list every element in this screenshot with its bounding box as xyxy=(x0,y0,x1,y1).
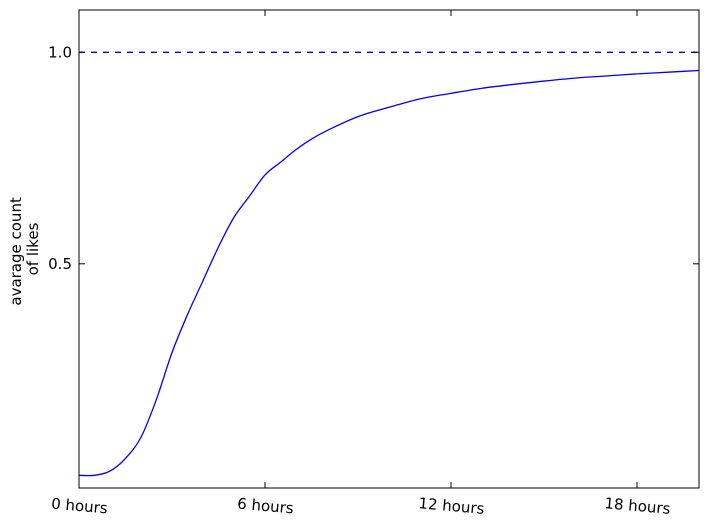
x-tick-label: 18 hours xyxy=(604,494,672,518)
y-axis-label: avarage count of likes xyxy=(7,192,42,305)
y-axis-label-line-2: of likes xyxy=(24,222,42,275)
x-tick-label: 0 hours xyxy=(51,495,109,518)
series-line-likes xyxy=(78,69,700,477)
y-tick-label: 0.5 xyxy=(48,255,72,273)
x-tick-label: 6 hours xyxy=(237,495,295,518)
plot-area xyxy=(78,9,700,489)
series-layer xyxy=(78,51,700,477)
x-tick-label: 12 hours xyxy=(418,494,486,518)
y-axis-label-line-1: avarage count xyxy=(7,197,25,306)
y-tick-label: 1.0 xyxy=(48,43,72,61)
ticks-layer: 0 hours 6 hours 12 hours 18 hours 0.5 1.0 xyxy=(48,10,699,518)
